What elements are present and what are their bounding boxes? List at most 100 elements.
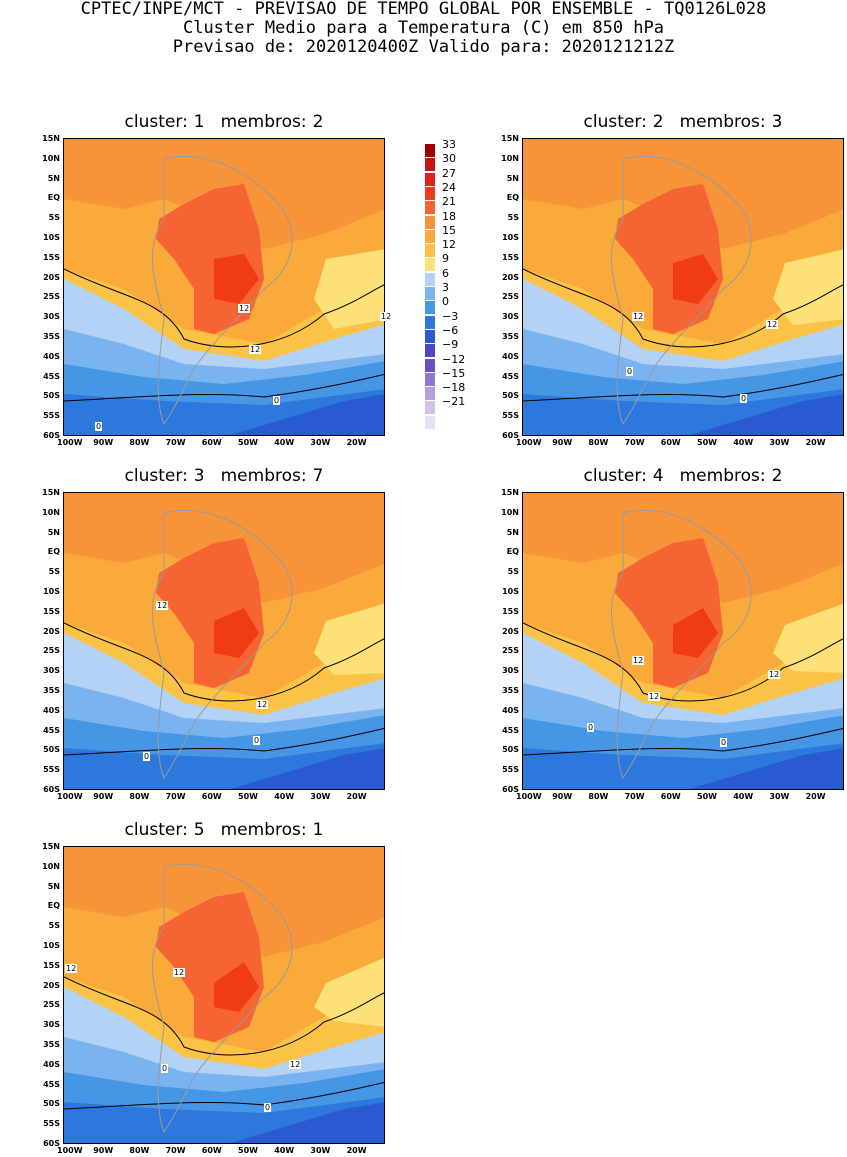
y-tick-label: 50S [43,391,60,401]
y-tick-label: 50S [43,1099,60,1109]
y-tick-label: 35S [502,332,519,341]
legend-color-swatch [425,329,435,343]
contour-label: 0 [253,736,261,745]
legend-color-swatch [425,315,435,329]
panel-title-membros-label: membros: [679,112,766,132]
legend-value-label: 24 [442,180,456,194]
x-tick-label: 80W [588,438,609,447]
legend-value-label: −18 [442,381,466,395]
legend-color-swatch [425,301,435,315]
y-tick-label: 60S [43,785,60,794]
y-tick-label: 15N [42,842,60,851]
legend-value-label: 21 [442,195,456,209]
legend-value-label: 30 [442,152,456,166]
legend-color-swatch [425,215,435,229]
contour-label: 12 [249,345,262,354]
x-tick-label: 90W [93,438,114,447]
y-tick-label: 20S [502,272,519,282]
x-tick-label: 80W [129,438,150,447]
y-tick-label: 35S [43,332,60,341]
temperature-field [64,139,384,435]
y-tick-label: 50S [43,745,60,755]
panel-title: cluster: 4 membros: 2 [522,466,844,486]
y-tick-label: 10S [43,233,60,242]
legend-color-swatch [425,387,435,401]
contour-label: 0 [161,1064,169,1073]
y-tick-label: 40S [43,1059,60,1069]
y-tick-label: 10S [502,233,519,242]
contour-12 [523,268,843,348]
contour-0 [64,373,384,402]
y-tick-label: 20S [43,272,60,282]
y-tick-label: 55S [43,1119,60,1129]
contour-0 [64,727,384,756]
map-panel [522,138,844,436]
band-minus6 [689,394,843,435]
band-24 [214,608,259,658]
x-tick-label: 100W [516,438,542,447]
panel-title-membros-label: membros: [679,466,766,486]
x-tick-label: 50W [697,438,717,447]
y-tick-label: 10N [501,153,519,163]
coastline [152,509,293,780]
legend-color-swatch [425,287,435,300]
contour-label: 12 [289,1060,302,1069]
panel-title-cluster-label: cluster: [124,466,188,486]
y-tick-label: 5S [507,213,519,223]
x-tick-label: 60W [201,1146,222,1155]
y-tick-label: 10S [502,587,519,596]
band-24 [214,254,259,304]
coastline [152,863,293,1134]
legend-value-label: 18 [442,209,456,223]
panel-title-cluster: 1 [193,112,205,132]
legend-value-label: −6 [442,323,459,337]
contour-12 [64,268,384,348]
band-24 [673,254,718,304]
panel-title-membros: 1 [312,820,324,840]
header-line-2: Cluster Medio para a Temperatura (C) em … [182,18,665,38]
temperature-field [64,847,384,1143]
x-tick-label: 20W [346,438,367,447]
contour-label: 12 [238,304,251,313]
x-tick-label: 50W [697,792,717,801]
x-tick-label: 60W [201,438,222,447]
y-tick-label: 5S [507,567,519,577]
temperature-field [523,493,843,789]
panel-title-cluster-label: cluster: [124,112,188,132]
y-tick-label: 55S [502,411,519,421]
contour-12 [64,976,384,1056]
y-tick-label: 5N [47,527,60,537]
y-tick-label: 30S [43,1020,60,1030]
coastline [611,509,752,780]
panel-title-cluster: 3 [193,466,205,486]
contour-label: 0 [740,394,748,403]
legend-value-label: −12 [442,352,466,366]
contour-label: 12 [768,670,781,679]
legend-color-swatch [425,344,435,358]
band-24 [214,962,259,1012]
contour-0 [64,1081,384,1110]
temperature-field [64,493,384,789]
x-tick-label: 20W [346,792,367,801]
panel-title: cluster: 2 membros: 3 [522,112,844,132]
band-minus6 [230,394,384,435]
panel-title-membros-label: membros: [220,466,307,486]
y-tick-label: 35S [43,686,60,695]
contour-0 [523,373,843,402]
x-tick-label: 100W [516,792,542,801]
x-tick-label: 40W [274,438,295,447]
contour-12 [523,622,843,702]
y-tick-label: 25S [502,646,519,656]
x-tick-label: 30W [310,1146,331,1155]
x-tick-label: 20W [805,438,826,447]
x-tick-label: 90W [93,792,114,801]
y-tick-label: EQ [47,547,60,557]
x-tick-label: 30W [769,438,790,447]
y-tick-label: 45S [43,725,60,735]
legend-color-swatch [425,172,435,186]
y-tick-label: 55S [43,765,60,775]
contour-label: 0 [143,752,151,761]
panel-title-cluster: 4 [652,466,664,486]
x-tick-label: 30W [310,438,331,447]
x-tick-label: 100W [57,792,83,801]
